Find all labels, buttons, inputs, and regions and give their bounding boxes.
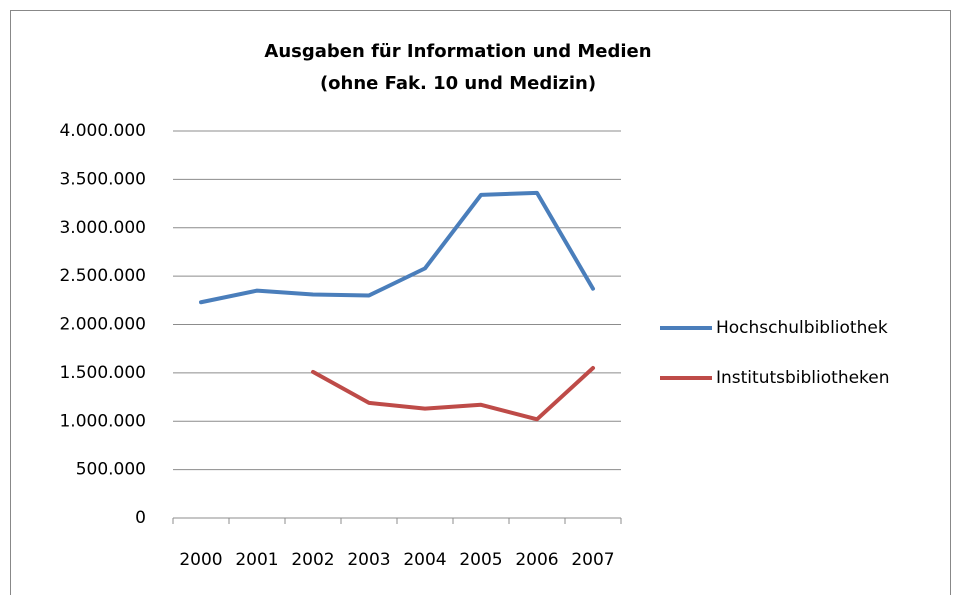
y-tick-label: 1.000.000 [59,411,146,431]
y-tick-label: 4.000.000 [59,121,146,141]
y-tick-label: 1.500.000 [59,363,146,383]
chart-title: Ausgaben für Information und Medien [264,41,651,62]
x-tick-label: 2001 [235,550,278,570]
chart-subtitle: (ohne Fak. 10 und Medizin) [320,73,596,94]
x-tick-label: 2007 [571,550,614,570]
y-tick-label: 2.000.000 [59,315,146,335]
x-tick-label: 2006 [515,550,558,570]
x-tick-label: 2003 [347,550,390,570]
y-tick-label: 0 [135,508,146,528]
x-tick-label: 2000 [179,550,222,570]
legend-label: Institutsbibliotheken [716,368,890,388]
x-tick-label: 2005 [459,550,502,570]
series-line [311,366,595,422]
x-tick-label: 2004 [403,550,446,570]
chart-border [10,10,951,595]
x-tick-label: 2002 [291,550,334,570]
y-tick-label: 2.500.000 [59,266,146,286]
legend-label: Hochschulbibliothek [716,318,888,338]
y-tick-label: 3.500.000 [59,169,146,189]
series-line [199,190,595,305]
y-tick-label: 500.000 [76,460,146,480]
y-tick-label: 3.000.000 [59,218,146,238]
